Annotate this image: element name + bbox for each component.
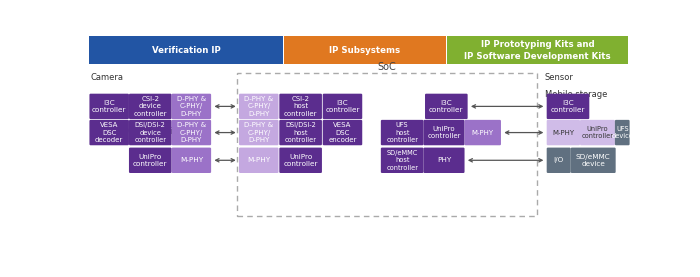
Text: I3C
controller: I3C controller <box>92 100 127 113</box>
FancyBboxPatch shape <box>90 120 129 145</box>
Bar <box>237 73 537 216</box>
Text: SD/eMMC
device: SD/eMMC device <box>576 153 610 167</box>
Text: M-PHY: M-PHY <box>247 157 270 163</box>
FancyBboxPatch shape <box>424 120 465 145</box>
Text: D-PHY &
C-PHY/
D-PHY: D-PHY & C-PHY/ D-PHY <box>177 96 206 117</box>
Text: CSI-2
device
controller: CSI-2 device controller <box>134 96 167 117</box>
Text: M-PHY: M-PHY <box>552 130 575 135</box>
FancyBboxPatch shape <box>172 94 211 119</box>
Text: IP Subsystems: IP Subsystems <box>330 46 400 55</box>
Text: SD/eMMC
host
controller: SD/eMMC host controller <box>386 150 418 171</box>
Text: I3C
controller: I3C controller <box>429 100 463 113</box>
FancyBboxPatch shape <box>323 120 362 145</box>
Text: CSI-2
host
controller: CSI-2 host controller <box>284 96 317 117</box>
FancyBboxPatch shape <box>570 148 616 173</box>
Text: VESA
DSC
decoder: VESA DSC decoder <box>95 122 123 143</box>
Text: M-PHY: M-PHY <box>180 157 203 163</box>
Text: UniPro
controller: UniPro controller <box>133 153 167 167</box>
Text: SoC: SoC <box>378 62 396 72</box>
FancyBboxPatch shape <box>547 94 589 119</box>
Bar <box>284 36 446 64</box>
FancyBboxPatch shape <box>424 148 465 173</box>
Text: UniPro
controller: UniPro controller <box>427 126 461 139</box>
FancyBboxPatch shape <box>129 148 172 173</box>
Text: D-PHY &
C-PHY/
D-PHY: D-PHY & C-PHY/ D-PHY <box>244 96 273 117</box>
FancyBboxPatch shape <box>381 120 424 145</box>
FancyBboxPatch shape <box>279 148 322 173</box>
FancyBboxPatch shape <box>239 120 279 145</box>
FancyBboxPatch shape <box>129 94 172 119</box>
FancyBboxPatch shape <box>90 94 129 119</box>
Text: I3C
controller: I3C controller <box>326 100 360 113</box>
Text: D-PHY &
C-PHY/
D-PHY: D-PHY & C-PHY/ D-PHY <box>177 122 206 143</box>
FancyBboxPatch shape <box>615 120 629 145</box>
FancyBboxPatch shape <box>239 94 279 119</box>
FancyBboxPatch shape <box>547 120 580 145</box>
Text: Mobile storage: Mobile storage <box>545 91 607 99</box>
Text: PHY: PHY <box>437 157 451 163</box>
FancyBboxPatch shape <box>580 120 615 145</box>
Text: Verification IP: Verification IP <box>152 46 220 55</box>
Text: I3C
controller: I3C controller <box>551 100 585 113</box>
Text: UniPro
controller: UniPro controller <box>582 126 613 139</box>
Text: Sensor: Sensor <box>545 73 573 82</box>
FancyBboxPatch shape <box>425 94 468 119</box>
FancyBboxPatch shape <box>239 148 279 173</box>
Text: UniPro
controller: UniPro controller <box>284 153 318 167</box>
Text: DSI/DSI-2
device
controller: DSI/DSI-2 device controller <box>134 122 167 143</box>
Text: VESA
DSC
encoder: VESA DSC encoder <box>328 122 357 143</box>
Text: Camera: Camera <box>90 73 124 82</box>
Text: UFS
host
controller: UFS host controller <box>386 122 418 143</box>
FancyBboxPatch shape <box>381 148 424 173</box>
FancyBboxPatch shape <box>547 148 570 173</box>
Text: UFS
device: UFS device <box>611 126 634 139</box>
FancyBboxPatch shape <box>279 94 322 119</box>
Bar <box>89 36 283 64</box>
FancyBboxPatch shape <box>279 120 322 145</box>
Bar <box>447 36 629 64</box>
Text: Chip-to-chip: Chip-to-chip <box>128 127 179 136</box>
FancyBboxPatch shape <box>465 120 501 145</box>
FancyBboxPatch shape <box>172 120 211 145</box>
FancyBboxPatch shape <box>172 148 211 173</box>
Text: Display: Display <box>90 99 122 108</box>
Text: IP Prototyping Kits and
IP Software Development Kits: IP Prototyping Kits and IP Software Deve… <box>465 40 611 61</box>
FancyBboxPatch shape <box>129 120 172 145</box>
FancyBboxPatch shape <box>323 94 362 119</box>
Text: DSI/DSI-2
host
controller: DSI/DSI-2 host controller <box>285 122 316 143</box>
Text: D-PHY &
C-PHY/
D-PHY: D-PHY & C-PHY/ D-PHY <box>244 122 273 143</box>
Text: M-PHY: M-PHY <box>472 130 493 135</box>
Text: I/O: I/O <box>554 157 564 163</box>
